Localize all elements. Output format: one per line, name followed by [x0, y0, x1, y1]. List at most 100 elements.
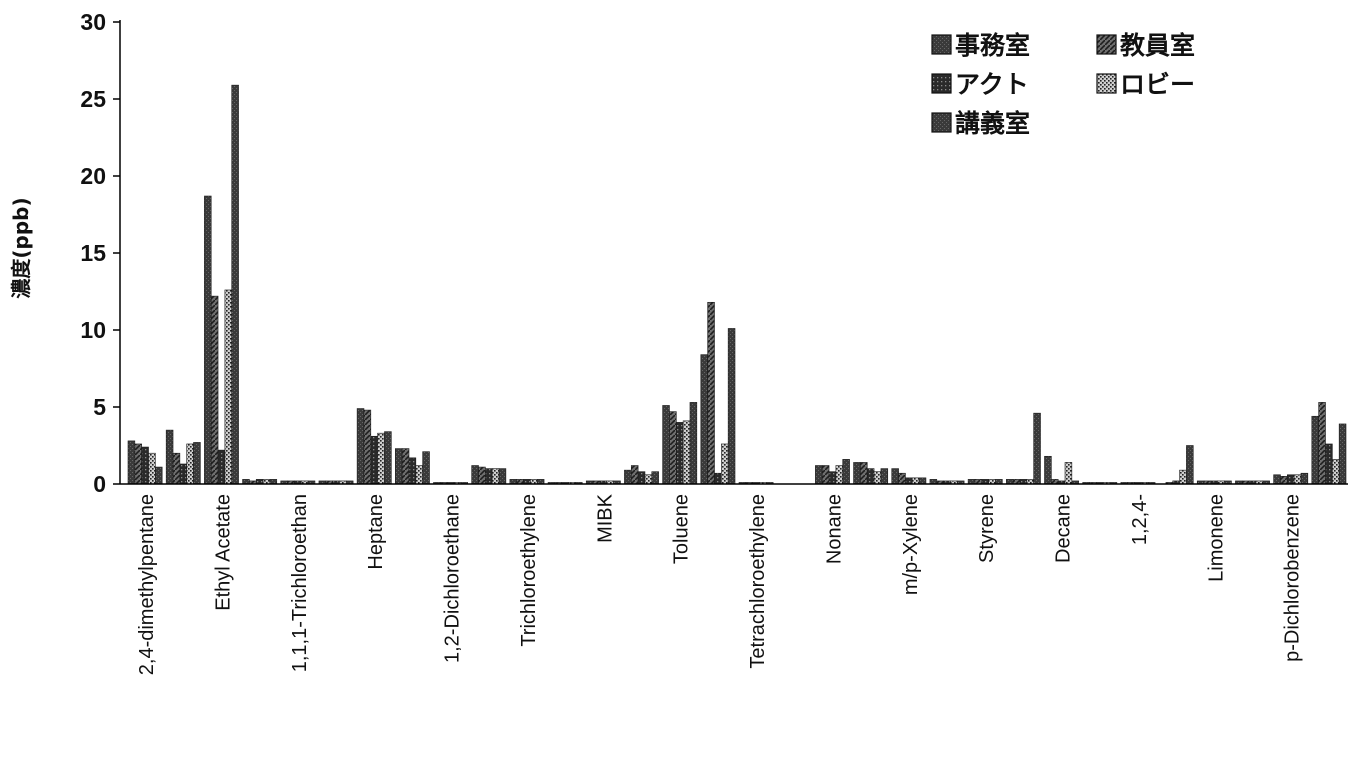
legend-swatch [931, 112, 952, 133]
bar [707, 301, 715, 485]
bar [815, 465, 823, 485]
bar [1033, 412, 1041, 485]
bar [828, 471, 837, 485]
bar [891, 468, 899, 485]
category-label: Decane [1053, 494, 1075, 563]
category-label: p-Dichlorobenzene [1282, 494, 1304, 662]
bar [630, 465, 639, 485]
bar [689, 402, 698, 485]
bar [873, 471, 882, 485]
category-label: Ethyl Acetate [212, 494, 234, 611]
x-tick-labels: 2,4-dimethylpentane Ethyl Acetate 1,1,1-Tr… [136, 493, 1304, 675]
category-label: 1,2,4- [1129, 494, 1151, 545]
bar [401, 448, 410, 485]
bar [148, 452, 156, 485]
bar [637, 471, 646, 485]
bar [1186, 445, 1194, 485]
bar [395, 448, 403, 485]
bar [866, 468, 875, 485]
legend-label: 事務室 [955, 31, 1030, 60]
bar [727, 328, 736, 485]
bar [1311, 415, 1319, 485]
category-label: Tetrachloroethylene [747, 494, 769, 669]
category-label: m/p-Xylene [900, 494, 922, 595]
y-tick-label: 0 [93, 471, 106, 497]
bar [422, 451, 430, 485]
y-tick-label: 30 [80, 9, 106, 35]
bar [1044, 455, 1052, 485]
bar [377, 432, 385, 485]
category-label: 1,2-Dichloroethane [442, 494, 464, 663]
bar [905, 477, 913, 485]
category-label: Styrene [976, 494, 998, 563]
bar [918, 477, 927, 485]
bar [880, 468, 889, 485]
plot-area: 0 5 10 15 20 25 30 2,4-dimethylpentane Ethyl Ac… [80, 9, 1348, 675]
legend-label: 講義室 [955, 109, 1030, 138]
bar [415, 465, 423, 485]
y-tick-label: 25 [80, 86, 106, 112]
y-tick-label: 20 [80, 163, 106, 189]
legend-label: 教員室 [1120, 31, 1195, 60]
category-label: Nonane [823, 494, 845, 564]
bar [172, 452, 181, 485]
bar [821, 465, 830, 485]
bar [210, 295, 219, 485]
bar [675, 422, 684, 485]
y-tick-label: 5 [93, 394, 106, 420]
category-label: MIBK [594, 493, 616, 543]
category-label: 1,1,1-Trichloroethan [289, 494, 311, 672]
bar [384, 431, 392, 485]
category-label: Limonene [1205, 494, 1227, 582]
bar [700, 354, 708, 485]
bar [204, 195, 212, 485]
bar [141, 446, 149, 485]
bar [1287, 474, 1295, 485]
bar [155, 466, 163, 485]
y-ticks: 0 5 10 15 20 25 30 [80, 9, 120, 497]
bar [911, 477, 920, 485]
bar [1179, 469, 1187, 485]
bar [721, 443, 729, 485]
bar [651, 471, 659, 485]
bar [1338, 423, 1347, 485]
bar [217, 449, 226, 485]
y-axis-label: 濃度(ppb) [9, 197, 33, 298]
bar [1293, 474, 1302, 485]
bar [186, 443, 194, 485]
category-label: Trichloroethylene [518, 494, 540, 647]
bar [1273, 474, 1281, 485]
bar [1318, 402, 1326, 485]
legend-swatch [931, 73, 952, 94]
bar [1280, 475, 1288, 485]
category-label: Toluene [671, 494, 693, 564]
bar [498, 468, 507, 485]
bar [231, 84, 239, 485]
bar [356, 408, 365, 485]
bar [127, 440, 136, 485]
legend-swatch [1096, 73, 1117, 94]
bar [179, 463, 188, 485]
bar [662, 405, 670, 485]
legend-label: アクト [955, 70, 1029, 99]
bar [134, 443, 142, 485]
bar [471, 465, 479, 485]
bars [127, 84, 1347, 485]
bar [853, 462, 861, 485]
legend-label: ロビー [1120, 70, 1195, 99]
bar [624, 469, 632, 485]
bar [408, 457, 417, 485]
bar [669, 411, 677, 485]
category-label: Heptane [365, 494, 387, 570]
bar [1325, 443, 1333, 485]
y-tick-label: 15 [80, 240, 106, 266]
legend-swatch [931, 34, 952, 55]
bar [165, 429, 174, 485]
legend-swatch [1096, 34, 1117, 55]
bar [1300, 472, 1309, 485]
bar [1332, 459, 1340, 485]
bar [898, 472, 906, 485]
category-label: 2,4-dimethylpentane [136, 494, 158, 675]
